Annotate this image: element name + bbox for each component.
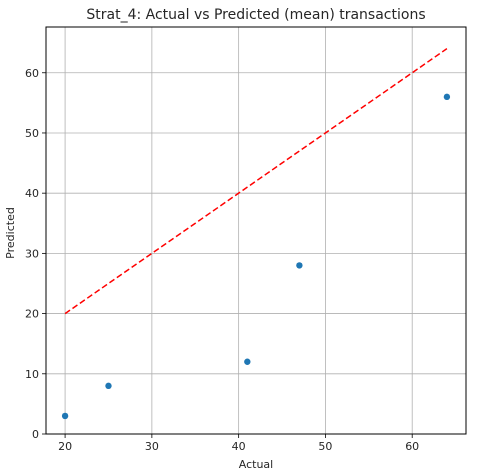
- x-tick-label: 30: [145, 440, 159, 453]
- x-tick-label: 50: [318, 440, 332, 453]
- x-tick-label: 60: [405, 440, 419, 453]
- plot-frame: [45, 26, 467, 435]
- data-point: [443, 93, 451, 101]
- y-tick-label: 10: [25, 368, 39, 381]
- x-tick-label: 20: [58, 440, 72, 453]
- y-axis-label: Predicted: [4, 207, 17, 259]
- y-tick-label: 30: [25, 247, 39, 260]
- data-point: [296, 262, 303, 269]
- x-tick-label: 40: [232, 440, 246, 453]
- data-point: [105, 382, 112, 390]
- y-tick-label: 50: [25, 127, 39, 140]
- y-axis-ticks: 0 10 20 30 40 50 60: [25, 67, 46, 441]
- x-axis-label: Actual: [239, 458, 273, 471]
- data-point: [244, 358, 251, 365]
- y-tick-label: 40: [25, 187, 39, 200]
- data-points: [61, 93, 451, 420]
- chart-title: Strat_4: Actual vs Predicted (mean) tran…: [86, 7, 425, 23]
- y-tick-label: 60: [25, 67, 39, 80]
- y-tick-label: 0: [32, 428, 39, 441]
- y-tick-label: 20: [25, 308, 39, 321]
- grid-lines: [46, 27, 466, 435]
- reference-line: [64, 48, 448, 315]
- x-axis-ticks: 20 30 40 50 60: [58, 434, 419, 453]
- reference-line-group: [64, 48, 448, 315]
- data-point: [61, 412, 69, 420]
